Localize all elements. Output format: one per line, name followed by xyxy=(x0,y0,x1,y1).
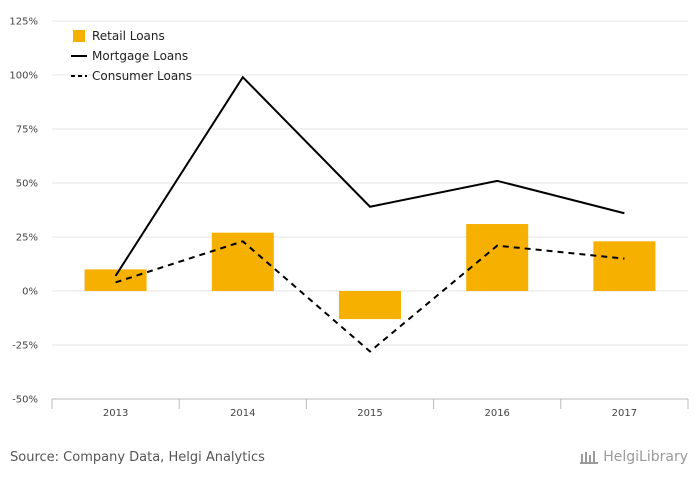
legend-label: Retail Loans xyxy=(92,29,165,43)
source-note: Source: Company Data, Helgi Analytics xyxy=(10,450,265,465)
y-axis-ticks: 125% 100% 75% 50% 25% 0% -25% -50% xyxy=(9,17,38,406)
y-tick-label: 75% xyxy=(16,125,38,136)
legend-swatch-retail-loans xyxy=(73,30,85,42)
x-axis: 2013 2014 2015 2016 2017 xyxy=(51,398,689,419)
series-lines xyxy=(114,75,625,353)
y-tick-label: -50% xyxy=(12,395,38,406)
x-tick-label: 2015 xyxy=(357,408,382,419)
y-tick-label: 100% xyxy=(9,71,38,82)
y-tick-label: -25% xyxy=(12,341,38,352)
retail-loans-bar xyxy=(593,241,656,291)
legend: Retail Loans Mortgage Loans Consumer Loans xyxy=(71,29,192,83)
x-tick-label: 2016 xyxy=(484,408,509,419)
x-tick-label: 2013 xyxy=(103,408,128,419)
chart: 125% 100% 75% 50% 25% 0% -25% -50% 2013 2014 2015… xyxy=(9,17,689,419)
x-tick-label: 2017 xyxy=(612,408,637,419)
mortgage-loans-line xyxy=(114,75,625,277)
brand-logo: HelgiLibrary xyxy=(579,449,688,465)
y-tick-label: 0% xyxy=(22,287,38,298)
retail-loans-bar xyxy=(466,224,529,291)
y-tick-label: 125% xyxy=(9,17,38,28)
retail-loans-bar xyxy=(339,291,401,320)
brand-name: HelgiLibrary xyxy=(603,449,688,465)
legend-label: Mortgage Loans xyxy=(92,49,188,63)
y-tick-label: 50% xyxy=(16,179,38,190)
library-icon xyxy=(580,451,599,464)
y-tick-label: 25% xyxy=(16,233,38,244)
x-tick-label: 2014 xyxy=(230,408,255,419)
retail-loans-bars xyxy=(84,224,656,320)
legend-label: Consumer Loans xyxy=(92,69,192,83)
consumer-loans-line xyxy=(115,240,625,353)
retail-loans-bar xyxy=(84,269,147,291)
